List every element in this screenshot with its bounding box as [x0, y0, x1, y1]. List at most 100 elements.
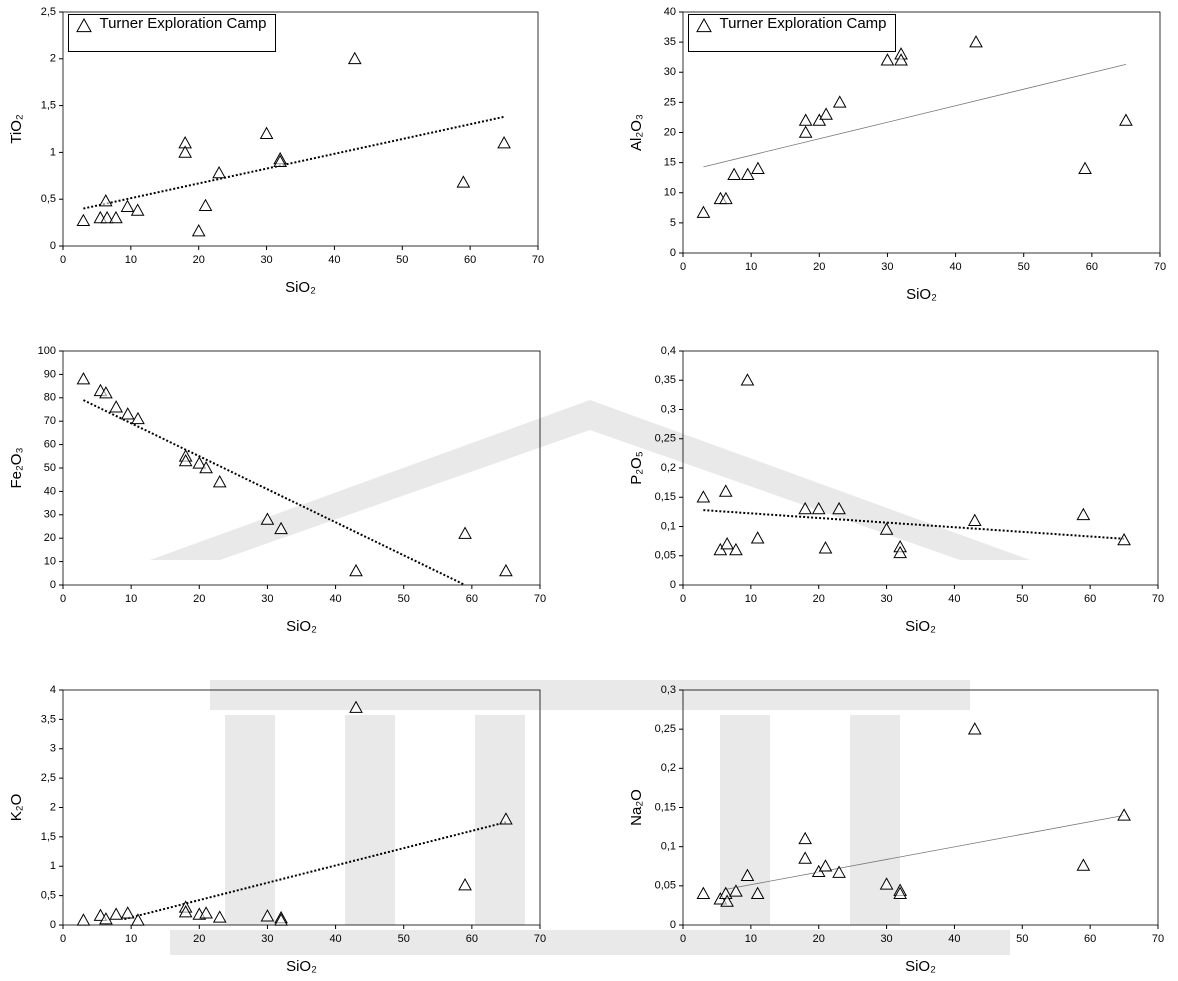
x-tick-label: 40 — [329, 593, 341, 605]
data-point — [740, 373, 755, 386]
data-point — [798, 113, 813, 126]
data-point — [967, 722, 982, 735]
data-point — [120, 199, 135, 212]
x-tick-label: 10 — [745, 933, 757, 945]
x-tick-label: 30 — [261, 933, 273, 945]
y-tick-label: 1,5 — [41, 100, 56, 112]
legend-label: Turner Exploration Camp — [99, 15, 267, 32]
data-point — [76, 913, 91, 926]
data-point — [212, 165, 226, 179]
legend-symbol — [696, 18, 712, 33]
x-tick-label: 10 — [125, 593, 137, 605]
x-tick-label: 0 — [60, 593, 66, 605]
data-point — [178, 145, 192, 158]
x-tick-label: 50 — [1018, 261, 1030, 273]
y-tick-label: 20 — [44, 532, 56, 544]
y-tick-label: 80 — [44, 392, 56, 404]
y-tick-label: 0,3 — [661, 684, 676, 696]
y-tick-label: 3,5 — [41, 713, 56, 725]
x-tick-label: 40 — [948, 593, 960, 605]
x-tick-label: 70 — [1152, 933, 1164, 945]
data-point — [274, 521, 288, 535]
y-tick-label: 10 — [44, 556, 56, 568]
data-point — [729, 542, 743, 556]
data-point — [100, 210, 114, 224]
data-point — [349, 563, 363, 577]
x-tick-label: 60 — [1084, 593, 1096, 605]
y-tick-label: 0 — [670, 579, 676, 591]
x-tick-label: 0 — [680, 933, 686, 945]
data-point — [109, 400, 124, 413]
x-tick-label: 0 — [60, 933, 66, 945]
data-point — [832, 95, 847, 108]
data-point — [719, 191, 733, 205]
x-tick-label: 40 — [948, 933, 960, 945]
legend: Turner Exploration Camp — [68, 14, 276, 52]
y-tick-label: 0,35 — [655, 374, 676, 386]
data-point — [212, 910, 227, 923]
data-point — [1078, 161, 1092, 174]
x-tick-label: 40 — [328, 254, 340, 266]
y-tick-label: 0 — [50, 919, 56, 931]
x-tick-label: 70 — [534, 593, 546, 605]
data-point — [76, 213, 91, 227]
y-tick-label: 0,15 — [655, 801, 676, 813]
y-tick-label: 0 — [670, 247, 676, 259]
y-tick-label: 0 — [670, 919, 676, 931]
data-point — [1119, 113, 1133, 126]
data-point — [456, 175, 471, 188]
x-tick-label: 60 — [464, 254, 476, 266]
x-axis-label: SiO₂ — [905, 618, 936, 635]
x-tick-label: 70 — [534, 933, 546, 945]
y-tick-label: 10 — [664, 187, 676, 199]
trend-line — [703, 64, 1127, 168]
x-axis-label: SiO₂ — [905, 958, 936, 975]
y-tick-label: 0 — [50, 240, 56, 252]
data-point — [458, 878, 472, 891]
data-point — [750, 886, 765, 899]
data-point — [718, 484, 733, 497]
y-tick-label: 1 — [50, 860, 56, 872]
x-tick-label: 20 — [813, 593, 825, 605]
data-point — [178, 453, 193, 467]
x-tick-label: 70 — [532, 254, 544, 266]
y-tick-label: 30 — [44, 509, 56, 521]
data-point — [720, 537, 734, 550]
data-point — [893, 886, 907, 899]
data-point — [499, 563, 513, 577]
y-tick-label: 0 — [50, 579, 56, 591]
y-axis-label: Fe₂O₃ — [8, 447, 25, 488]
y-tick-label: 3 — [50, 743, 56, 755]
data-point — [497, 136, 511, 149]
y-axis-label: Na₂O — [628, 789, 645, 826]
data-point — [109, 210, 123, 224]
watermark — [150, 400, 1030, 955]
data-point — [260, 909, 275, 922]
data-point — [99, 386, 113, 399]
y-tick-label: 90 — [44, 368, 56, 380]
x-tick-label: 60 — [1086, 261, 1098, 273]
data-point — [880, 53, 895, 66]
legend-marker — [696, 18, 712, 33]
legend: Turner Exploration Camp — [688, 14, 896, 52]
data-point — [1076, 507, 1091, 521]
y-tick-label: 100 — [38, 345, 56, 357]
data-point — [199, 460, 213, 474]
y-tick-label: 0,5 — [41, 890, 56, 902]
data-point — [191, 223, 206, 237]
x-tick-label: 50 — [398, 593, 410, 605]
trend-line — [723, 814, 1125, 891]
plot-frame — [62, 11, 539, 247]
data-point — [967, 513, 982, 526]
y-tick-label: 0,3 — [661, 403, 676, 415]
trend-line — [83, 115, 505, 210]
x-tick-label: 20 — [193, 593, 205, 605]
y-tick-label: 4 — [50, 684, 56, 696]
data-point — [274, 913, 288, 926]
y-tick-label: 50 — [44, 462, 56, 474]
y-axis-label: K₂O — [8, 794, 25, 822]
x-axis-label: SiO₂ — [286, 618, 317, 635]
y-tick-label: 2,5 — [41, 772, 56, 784]
data-point — [969, 35, 983, 48]
